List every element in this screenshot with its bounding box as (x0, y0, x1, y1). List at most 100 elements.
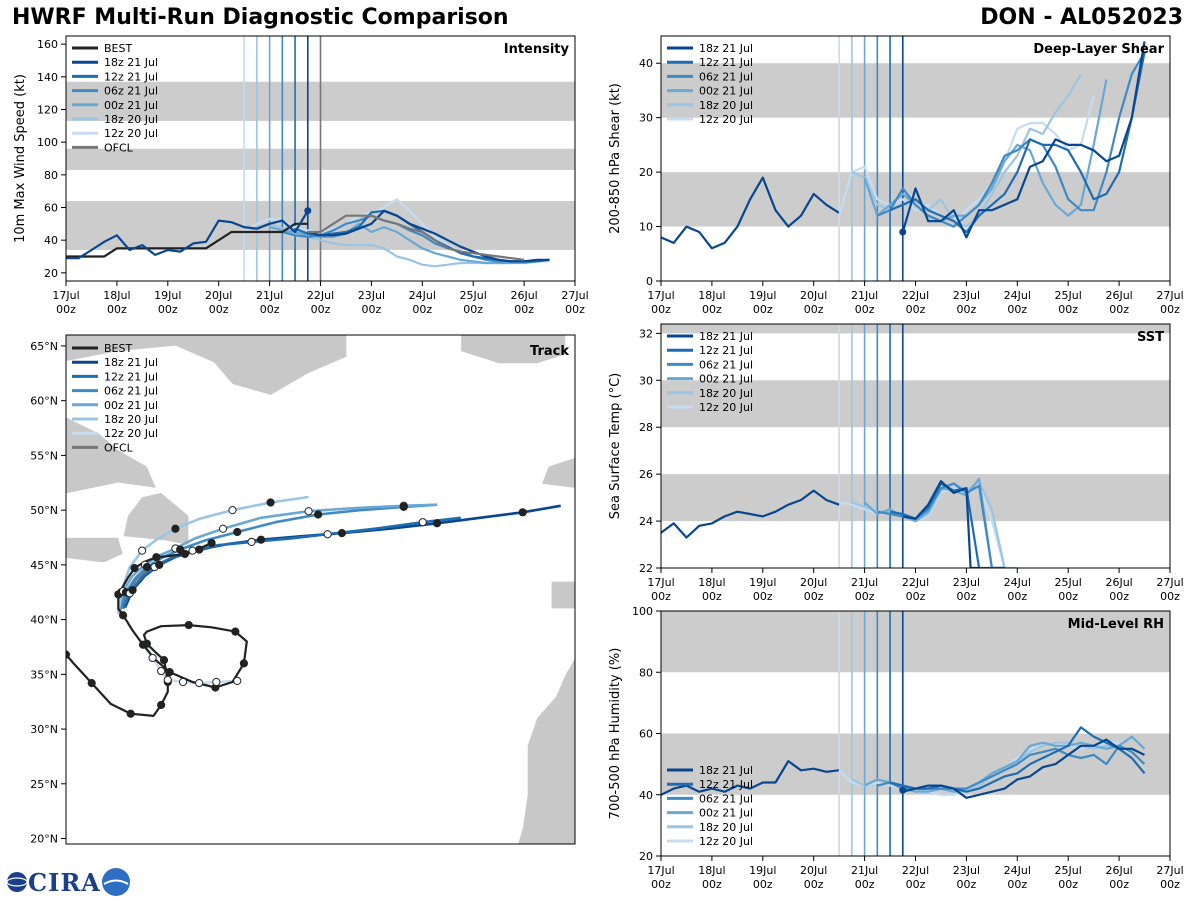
sst-legend-label-0: 18z 21 Jul (699, 330, 753, 343)
rh-xtick-date: 18Jul (698, 864, 725, 877)
shear-xtick-date: 25Jul (1055, 289, 1082, 302)
rh-ytick-label: 60 (639, 728, 653, 741)
shear-xtick-date: 27Jul (1156, 289, 1183, 302)
sst-panel: 22242628303217Jul00z18Jul00z19Jul00z20Ju… (608, 323, 1184, 603)
cira-logo: CIRA (6, 866, 131, 898)
rh-xtick-hour: 00z (702, 878, 722, 891)
sst-xtick-hour: 00z (1160, 590, 1180, 603)
greenland-land (66, 335, 348, 396)
sst-ytick-label: 32 (639, 327, 653, 340)
rh-xtick-date: 20Jul (800, 864, 827, 877)
intensity-xtick-date: 19Jul (154, 289, 181, 302)
intensity-xtick-hour: 00z (362, 303, 382, 316)
rh-ytick-label: 20 (639, 850, 653, 863)
track-lat-label: 30°N (30, 723, 58, 736)
rh-xtick-date: 23Jul (953, 864, 980, 877)
rh-xtick-hour: 00z (1160, 878, 1180, 891)
shear-ylabel: 200-850 hPa Shear (kt) (608, 83, 623, 234)
sst-title: SST (1137, 330, 1164, 345)
sst-band-1 (661, 380, 1170, 428)
track-legend-label-3: 06z 21 Jul (104, 385, 158, 398)
intensity-ytick-label: 40 (44, 234, 58, 247)
sst-ytick-label: 28 (639, 421, 653, 434)
track-point-best (159, 656, 169, 665)
rh-xtick-hour: 00z (906, 878, 926, 891)
shear-xtick-date: 19Jul (749, 289, 776, 302)
track-lat-label: 35°N (30, 668, 58, 681)
intensity-ytick-label: 100 (37, 136, 58, 149)
sst-xtick-date: 18Jul (698, 576, 725, 589)
cira-logo-text: CIRA (28, 867, 101, 897)
shear-legend-label-0: 18z 21 Jul (699, 42, 753, 55)
intensity-xtick-date: 20Jul (205, 289, 232, 302)
shear-band-1 (661, 63, 1170, 118)
intensity-series-ofcl (307, 214, 525, 261)
intensity-xtick-hour: 00z (565, 303, 585, 316)
shear-ytick-label: 0 (646, 275, 653, 288)
sst-ytick-label: 26 (639, 468, 653, 481)
shear-xtick-date: 20Jul (800, 289, 827, 302)
intensity-legend-label-2: 12z 21 Jul (104, 70, 158, 83)
rh-ylabel: 700-500 hPa Humidity (%) (608, 648, 623, 820)
shear-xtick-hour: 00z (957, 303, 977, 316)
track-point-18z-21-jul (195, 545, 204, 554)
intensity-xtick-hour: 00z (311, 303, 331, 316)
intensity-legend-label-4: 00z 21 Jul (104, 99, 158, 112)
sst-series-06z-21-jul (877, 482, 1005, 568)
track-lat-label: 50°N (30, 504, 58, 517)
track-point-best (138, 640, 148, 649)
sst-legend-label-3: 00z 21 Jul (699, 373, 753, 386)
track-point-06z-21-jul (314, 510, 323, 519)
shear-xtick-hour: 00z (1109, 303, 1129, 316)
rh-legend-label-5: 12z 20 Jul (699, 835, 753, 848)
shear-series-06z-21-jul (876, 51, 1146, 228)
track-line-12z-21-jul (121, 516, 461, 610)
track-legend-label-0: BEST (104, 342, 132, 355)
sst-xtick-hour: 00z (804, 590, 824, 603)
track-point-best (152, 553, 161, 562)
storm-id: DON - AL052023 (980, 5, 1183, 30)
track-lat-label: 20°N (30, 833, 58, 846)
sst-xtick-date: 20Jul (800, 576, 827, 589)
shear-xtick-hour: 00z (753, 303, 773, 316)
shear-legend-label-1: 12z 21 Jul (699, 56, 753, 69)
intensity-xtick-hour: 00z (514, 303, 534, 316)
shear-xtick-hour: 00z (906, 303, 926, 316)
intensity-ytick-label: 140 (37, 71, 58, 84)
rh-xtick-date: 26Jul (1105, 864, 1132, 877)
sst-ytick-label: 30 (639, 374, 653, 387)
sst-xtick-hour: 00z (1058, 590, 1078, 603)
intensity-xtick-date: 25Jul (460, 289, 487, 302)
intensity-plot-area (66, 36, 575, 281)
labrador-land (66, 416, 157, 495)
rh-legend-label-1: 12z 21 Jul (699, 778, 753, 791)
track-point-best (184, 620, 193, 630)
intensity-xtick-hour: 00z (158, 303, 178, 316)
intensity-series-18z-21-jul (307, 209, 550, 263)
track-point-best (87, 678, 96, 688)
track-legend-label-2: 12z 21 Jul (104, 370, 158, 383)
track-point-18z-21-jul (128, 585, 137, 595)
intensity-xtick-hour: 00z (209, 303, 229, 316)
rh-legend-label-2: 06z 21 Jul (699, 792, 753, 805)
rh-plot-area (661, 611, 1170, 856)
track-point-best (130, 564, 139, 573)
shear-ytick-label: 10 (639, 221, 653, 234)
track-legend-label-7: OFCL (104, 441, 134, 454)
track-point-best (207, 538, 216, 548)
shear-series-12z-21-jul (889, 52, 1146, 234)
track-lat-label: 40°N (30, 614, 58, 627)
shear-series-18z-21-jul (901, 41, 1146, 239)
track-point-12z-21-jul (247, 537, 256, 546)
track-point-06z-21-jul (142, 562, 151, 572)
track-point-12z-20-jul (178, 677, 188, 687)
track-legend-label-4: 00z 21 Jul (104, 399, 158, 412)
intensity-ylabel: 10m Max Wind Speed (kt) (13, 74, 28, 243)
rh-xtick-hour: 00z (1058, 878, 1078, 891)
track-point-best (118, 611, 128, 620)
track-legend-label-1: 18z 21 Jul (104, 356, 158, 369)
intensity-xtick-date: 23Jul (358, 289, 385, 302)
sst-xtick-date: 21Jul (851, 576, 878, 589)
iberia-land (550, 580, 575, 610)
